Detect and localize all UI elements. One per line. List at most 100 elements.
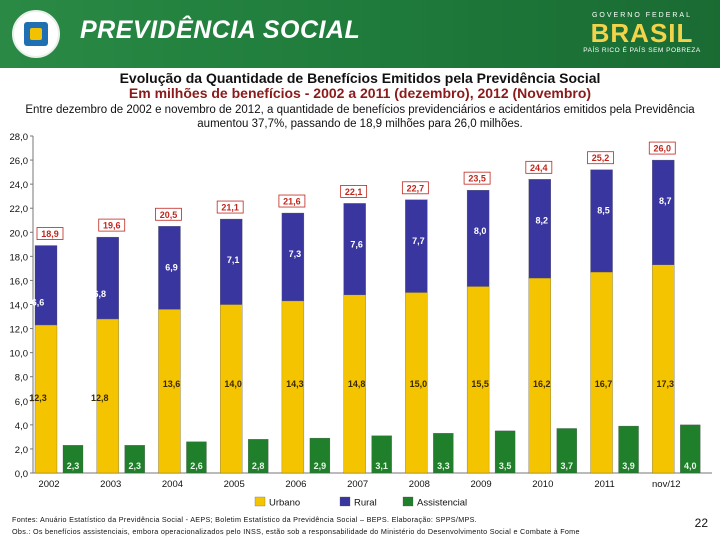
bar-rural: [652, 159, 675, 265]
bar-urbano: [590, 271, 613, 474]
legend-swatch: [402, 496, 414, 507]
bar-rural: [590, 169, 613, 273]
bar-urbano: [158, 309, 181, 474]
x-tick-label: 2007: [347, 479, 368, 490]
y-tick-label: 0,0: [15, 469, 28, 480]
bar-rural: [466, 190, 490, 287]
y-tick-label: 8,0: [15, 373, 28, 384]
bar-assistencial: [186, 441, 207, 474]
legend-swatch: [339, 496, 351, 507]
x-tick-label: 2003: [100, 479, 121, 490]
y-tick-label: 14,0: [10, 301, 29, 312]
bar-assistencial: [62, 445, 84, 474]
rural-value-label: 8,0: [474, 226, 487, 236]
y-tick-label: 16,0: [10, 276, 29, 287]
y-tick-label: 2,0: [15, 445, 28, 456]
assistencial-value-label: 3,3: [437, 461, 450, 471]
total-value-label: 23,5: [468, 174, 486, 184]
urbano-value-label: 16,2: [533, 379, 551, 389]
assistencial-value-label: 4,0: [684, 461, 697, 471]
bar-assistencial: [494, 430, 516, 474]
bar-assistencial: [248, 439, 269, 474]
total-label-box: [587, 151, 614, 165]
y-tick-label: 12,0: [10, 325, 29, 336]
x-tick-label: 2005: [224, 479, 245, 490]
rural-value-label: 6,6: [32, 298, 45, 308]
assistencial-value-label: 3,5: [499, 461, 512, 471]
urbano-value-label: 12,3: [29, 393, 47, 403]
bar-rural: [158, 226, 181, 310]
total-value-label: 22,1: [345, 187, 363, 197]
total-value-label: 18,9: [41, 229, 59, 239]
assistencial-value-label: 2,8: [252, 461, 265, 471]
urbano-value-label: 12,8: [91, 393, 109, 403]
total-label-box: [525, 160, 553, 174]
x-tick-label: 2002: [38, 479, 59, 490]
urbano-value-label: 14,8: [348, 379, 366, 389]
bar-rural: [528, 179, 551, 279]
bar-rural: [96, 236, 119, 320]
rural-value-label: 8,2: [536, 215, 549, 225]
bar-rural: [220, 218, 243, 305]
y-tick-label: 4,0: [15, 421, 28, 432]
y-tick-label: 10,0: [10, 349, 29, 360]
brand-title: PREVIDÊNCIA SOCIAL: [80, 16, 361, 44]
total-value-label: 21,1: [221, 203, 239, 213]
rural-value-label: 7,6: [350, 239, 363, 249]
urbano-value-label: 15,5: [471, 379, 489, 389]
total-label-box: [463, 171, 491, 185]
total-value-label: 25,2: [592, 153, 610, 163]
assistencial-value-label: 3,7: [561, 461, 574, 471]
bar-assistencial: [309, 437, 331, 474]
assistencial-value-label: 3,9: [622, 461, 635, 471]
rural-value-label: 8,5: [597, 206, 610, 216]
assistencial-value-label: 3,1: [375, 461, 388, 471]
y-tick-label: 18,0: [10, 252, 29, 263]
assistencial-value-label: 2,3: [128, 461, 141, 471]
urbano-value-label: 17,3: [657, 379, 675, 389]
chart-description: Entre dezembro de 2002 e novembro de 201…: [25, 104, 695, 130]
bar-assistencial: [124, 445, 145, 474]
bar-assistencial: [556, 428, 577, 474]
x-tick-label: nov/12: [652, 479, 681, 490]
chart-subtitle: Em milhões de benefícios - 2002 a 2011 (…: [128, 85, 592, 101]
y-tick-label: 20,0: [10, 228, 29, 239]
bar-urbano: [528, 277, 551, 474]
bar-urbano: [652, 264, 675, 474]
bar-rural: [34, 245, 58, 326]
gov-slogan: PAÍS RICO É PAÍS SEM POBREZA: [583, 47, 701, 54]
total-label-box: [216, 200, 244, 214]
rural-value-label: 6,8: [93, 289, 106, 299]
y-tick-label: 22,0: [10, 204, 29, 215]
assistencial-value-label: 2,3: [67, 461, 80, 471]
x-tick-label: 2004: [162, 479, 183, 490]
legend-swatch: [254, 496, 266, 507]
assistencial-value-label: 2,6: [190, 461, 203, 471]
y-tick-label: 24,0: [10, 180, 29, 191]
bar-rural: [281, 212, 305, 302]
total-label-box: [98, 218, 126, 232]
gov-top-text: GOVERNO FEDERAL: [591, 12, 692, 19]
total-label-box: [36, 227, 64, 240]
total-value-label: 20,5: [160, 210, 178, 220]
urbano-value-label: 16,7: [595, 379, 613, 389]
total-label-box: [278, 194, 306, 208]
bar-assistencial: [680, 424, 701, 474]
legend-label: Assistencial: [417, 498, 467, 509]
rural-value-label: 7,3: [289, 249, 302, 259]
x-tick-label: 2009: [471, 479, 492, 490]
previdencia-logo-icon: [12, 10, 60, 58]
rural-value-label: 8,7: [659, 196, 672, 206]
x-tick-label: 2008: [409, 479, 430, 490]
total-label-box: [155, 207, 182, 221]
logo-yellow-square: [30, 28, 42, 40]
urbano-value-label: 14,0: [224, 379, 242, 389]
x-tick-label: 2006: [285, 479, 306, 490]
y-tick-label: 28,0: [10, 132, 29, 143]
footnote-sources: Fontes: Anuário Estatístico da Previdênc…: [12, 515, 477, 524]
government-logo: GOVERNO FEDERAL BRASIL PAÍS RICO É PAÍS …: [572, 12, 712, 54]
total-value-label: 21,6: [283, 197, 301, 207]
urbano-value-label: 15,0: [410, 379, 428, 389]
bar-assistencial: [433, 433, 454, 474]
